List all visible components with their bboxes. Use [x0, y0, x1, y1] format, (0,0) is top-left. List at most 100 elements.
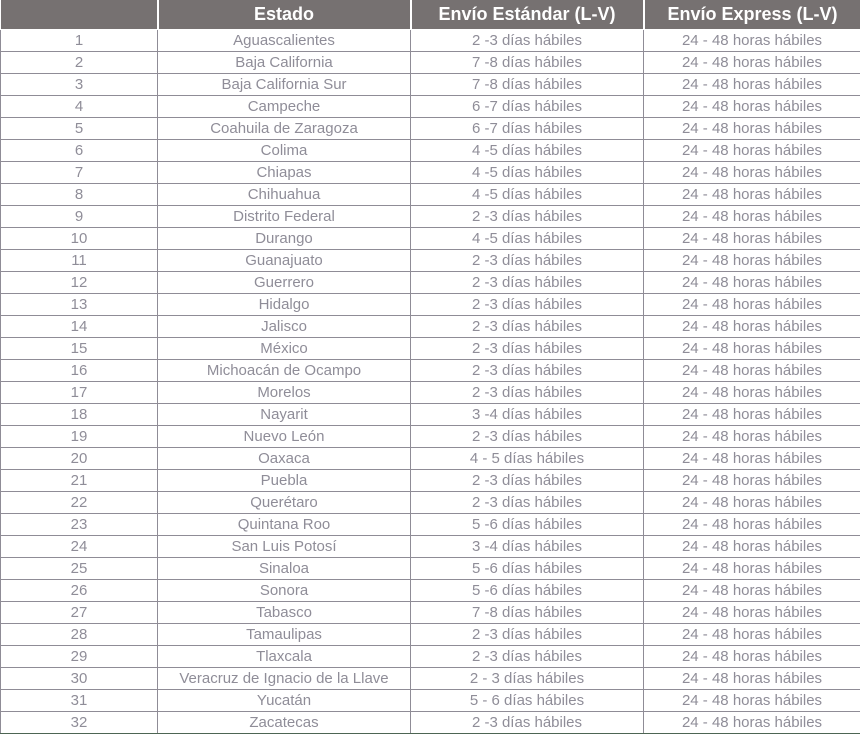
cell-envio-express: 24 - 48 horas hábiles — [643, 161, 860, 184]
table-body: 1 Aguascalientes 2 -3 días hábiles 24 - … — [0, 29, 860, 734]
table-row: 1 Aguascalientes 2 -3 días hábiles 24 - … — [0, 29, 860, 52]
table-row: 23 Quintana Roo 5 -6 días hábiles 24 - 4… — [0, 513, 860, 536]
cell-estado: Coahuila de Zaragoza — [157, 117, 411, 140]
cell-number: 27 — [0, 601, 158, 624]
cell-estado: México — [157, 337, 411, 360]
cell-envio-estandar: 2 -3 días hábiles — [410, 491, 644, 514]
cell-envio-express: 24 - 48 horas hábiles — [643, 381, 860, 404]
cell-envio-express: 24 - 48 horas hábiles — [643, 139, 860, 162]
table-row: 21 Puebla 2 -3 días hábiles 24 - 48 hora… — [0, 469, 860, 492]
cell-envio-estandar: 6 -7 días hábiles — [410, 117, 644, 140]
cell-envio-estandar: 5 -6 días hábiles — [410, 557, 644, 580]
cell-estado: Zacatecas — [157, 711, 411, 734]
cell-envio-express: 24 - 48 horas hábiles — [643, 689, 860, 712]
table-row: 31 Yucatán 5 - 6 días hábiles 24 - 48 ho… — [0, 689, 860, 712]
cell-estado: Chiapas — [157, 161, 411, 184]
cell-envio-estandar: 6 -7 días hábiles — [410, 95, 644, 118]
cell-number: 17 — [0, 381, 158, 404]
cell-envio-express: 24 - 48 horas hábiles — [643, 205, 860, 228]
cell-envio-estandar: 2 -3 días hábiles — [410, 337, 644, 360]
cell-number: 1 — [0, 29, 158, 52]
cell-envio-express: 24 - 48 horas hábiles — [643, 271, 860, 294]
cell-estado: Tabasco — [157, 601, 411, 624]
cell-number: 32 — [0, 711, 158, 734]
table-row: 8 Chihuahua 4 -5 días hábiles 24 - 48 ho… — [0, 183, 860, 206]
table-row: 19 Nuevo León 2 -3 días hábiles 24 - 48 … — [0, 425, 860, 448]
cell-number: 12 — [0, 271, 158, 294]
cell-envio-express: 24 - 48 horas hábiles — [643, 337, 860, 360]
cell-envio-express: 24 - 48 horas hábiles — [643, 645, 860, 668]
cell-estado: Tamaulipas — [157, 623, 411, 646]
table-row: 3 Baja California Sur 7 -8 días hábiles … — [0, 73, 860, 96]
cell-envio-estandar: 4 -5 días hábiles — [410, 227, 644, 250]
cell-envio-express: 24 - 48 horas hábiles — [643, 227, 860, 250]
table-row: 9 Distrito Federal 2 -3 días hábiles 24 … — [0, 205, 860, 228]
header-row: Estado Envío Estándar (L-V) Envío Expres… — [0, 0, 860, 30]
cell-envio-estandar: 7 -8 días hábiles — [410, 601, 644, 624]
cell-number: 20 — [0, 447, 158, 470]
cell-number: 16 — [0, 359, 158, 382]
cell-envio-estandar: 2 -3 días hábiles — [410, 315, 644, 338]
cell-estado: Baja California Sur — [157, 73, 411, 96]
cell-estado: Michoacán de Ocampo — [157, 359, 411, 382]
cell-envio-estandar: 5 -6 días hábiles — [410, 513, 644, 536]
cell-number: 18 — [0, 403, 158, 426]
cell-envio-estandar: 2 -3 días hábiles — [410, 469, 644, 492]
cell-estado: Oaxaca — [157, 447, 411, 470]
cell-number: 26 — [0, 579, 158, 602]
table-row: 2 Baja California 7 -8 días hábiles 24 -… — [0, 51, 860, 74]
cell-envio-estandar: 3 -4 días hábiles — [410, 403, 644, 426]
table-row: 27 Tabasco 7 -8 días hábiles 24 - 48 hor… — [0, 601, 860, 624]
cell-envio-express: 24 - 48 horas hábiles — [643, 425, 860, 448]
cell-number: 29 — [0, 645, 158, 668]
cell-number: 31 — [0, 689, 158, 712]
table-row: 25 Sinaloa 5 -6 días hábiles 24 - 48 hor… — [0, 557, 860, 580]
table-row: 10 Durango 4 -5 días hábiles 24 - 48 hor… — [0, 227, 860, 250]
cell-estado: Campeche — [157, 95, 411, 118]
cell-estado: Veracruz de Ignacio de la Llave — [157, 667, 411, 690]
cell-number: 13 — [0, 293, 158, 316]
cell-estado: Sonora — [157, 579, 411, 602]
cell-envio-express: 24 - 48 horas hábiles — [643, 469, 860, 492]
cell-number: 28 — [0, 623, 158, 646]
cell-envio-express: 24 - 48 horas hábiles — [643, 73, 860, 96]
cell-number: 3 — [0, 73, 158, 96]
cell-envio-express: 24 - 48 horas hábiles — [643, 491, 860, 514]
table-row: 26 Sonora 5 -6 días hábiles 24 - 48 hora… — [0, 579, 860, 602]
cell-envio-express: 24 - 48 horas hábiles — [643, 557, 860, 580]
table-row: 24 San Luis Potosí 3 -4 días hábiles 24 … — [0, 535, 860, 558]
cell-number: 23 — [0, 513, 158, 536]
cell-estado: Puebla — [157, 469, 411, 492]
cell-number: 4 — [0, 95, 158, 118]
cell-envio-express: 24 - 48 horas hábiles — [643, 623, 860, 646]
cell-envio-express: 24 - 48 horas hábiles — [643, 249, 860, 272]
cell-number: 5 — [0, 117, 158, 140]
cell-number: 14 — [0, 315, 158, 338]
cell-estado: Colima — [157, 139, 411, 162]
cell-estado: Guerrero — [157, 271, 411, 294]
header-cell-number — [0, 0, 159, 30]
table-row: 15 México 2 -3 días hábiles 24 - 48 hora… — [0, 337, 860, 360]
cell-number: 22 — [0, 491, 158, 514]
table-row: 29 Tlaxcala 2 -3 días hábiles 24 - 48 ho… — [0, 645, 860, 668]
cell-envio-estandar: 3 -4 días hábiles — [410, 535, 644, 558]
cell-estado: Querétaro — [157, 491, 411, 514]
cell-envio-estandar: 4 -5 días hábiles — [410, 183, 644, 206]
cell-envio-estandar: 4 -5 días hábiles — [410, 161, 644, 184]
cell-number: 11 — [0, 249, 158, 272]
cell-envio-express: 24 - 48 horas hábiles — [643, 667, 860, 690]
cell-envio-express: 24 - 48 horas hábiles — [643, 359, 860, 382]
table-row: 14 Jalisco 2 -3 días hábiles 24 - 48 hor… — [0, 315, 860, 338]
table-row: 17 Morelos 2 -3 días hábiles 24 - 48 hor… — [0, 381, 860, 404]
cell-envio-estandar: 2 - 3 días hábiles — [410, 667, 644, 690]
cell-envio-express: 24 - 48 horas hábiles — [643, 183, 860, 206]
cell-number: 8 — [0, 183, 158, 206]
cell-envio-estandar: 2 -3 días hábiles — [410, 249, 644, 272]
cell-estado: Jalisco — [157, 315, 411, 338]
table-row: 5 Coahuila de Zaragoza 6 -7 días hábiles… — [0, 117, 860, 140]
cell-number: 6 — [0, 139, 158, 162]
table-row: 22 Querétaro 2 -3 días hábiles 24 - 48 h… — [0, 491, 860, 514]
cell-estado: Nayarit — [157, 403, 411, 426]
cell-envio-express: 24 - 48 horas hábiles — [643, 513, 860, 536]
